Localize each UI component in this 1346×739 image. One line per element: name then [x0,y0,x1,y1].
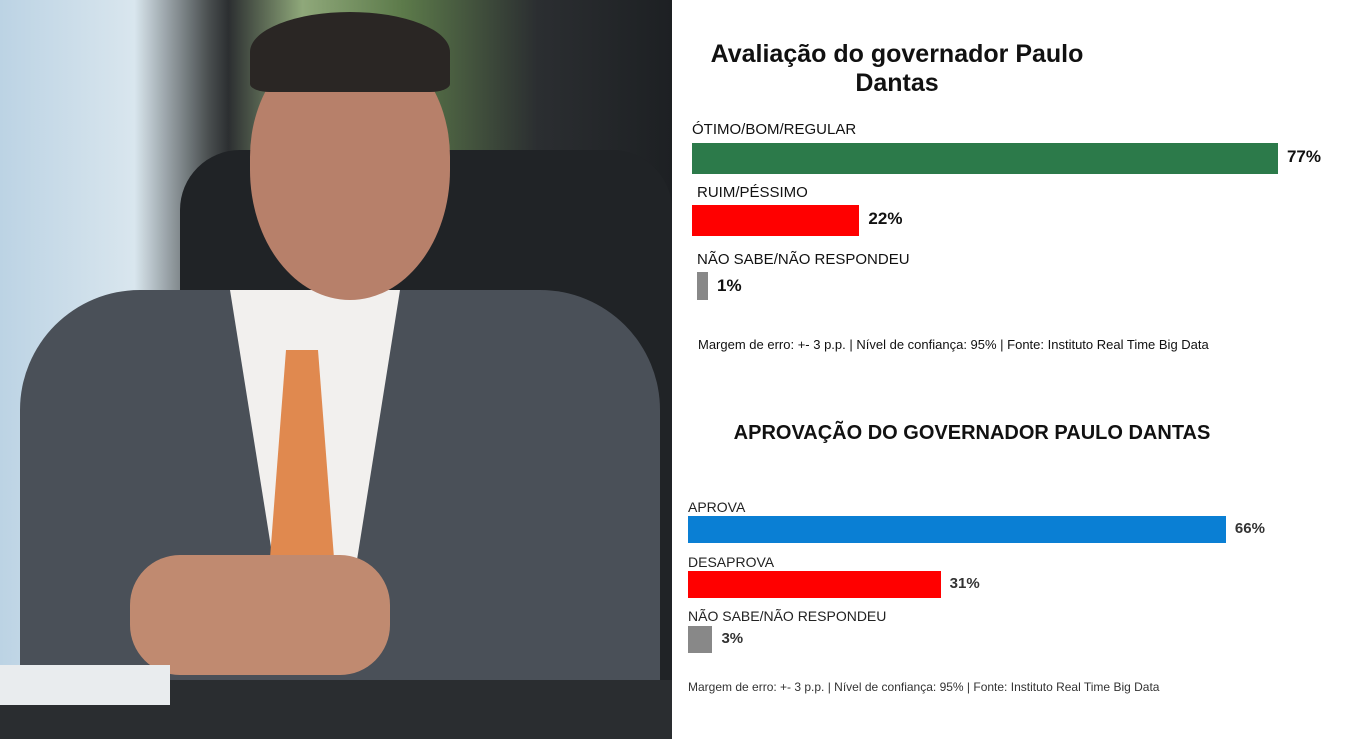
chart2-title: APROVAÇÃO DO GOVERNADOR PAULO DANTAS [733,422,1211,444]
category-label: NÃO SABE/NÃO RESPONDEU [697,251,910,268]
papers [0,665,170,705]
category-label: ÓTIMO/BOM/REGULAR [692,121,857,138]
chart1-footnote: Margem de erro: +- 3 p.p. | Nível de con… [698,337,1209,352]
governor-photo [0,0,672,739]
value-label: 31% [949,575,980,592]
bar [688,571,941,598]
value-label: 3% [721,630,744,647]
value-label: 77% [1286,147,1321,166]
category-label: NÃO SABE/NÃO RESPONDEU [688,608,887,624]
hands [130,555,390,675]
category-label: DESAPROVA [688,554,775,570]
category-label: RUIM/PÉSSIMO [697,184,808,201]
bar [692,143,1278,174]
category-label: APROVA [688,499,746,515]
bar [688,626,713,653]
bar [688,516,1226,543]
value-label: 22% [868,209,903,228]
chart1-title: Avaliação do governador Paulo Dantas [710,40,1084,97]
value-label: 66% [1234,520,1265,537]
value-label: 1% [717,276,742,295]
bar [692,205,860,236]
hair [250,12,450,92]
chart2-footnote: Margem de erro: +- 3 p.p. | Nível de con… [688,680,1160,694]
bar [697,272,708,300]
